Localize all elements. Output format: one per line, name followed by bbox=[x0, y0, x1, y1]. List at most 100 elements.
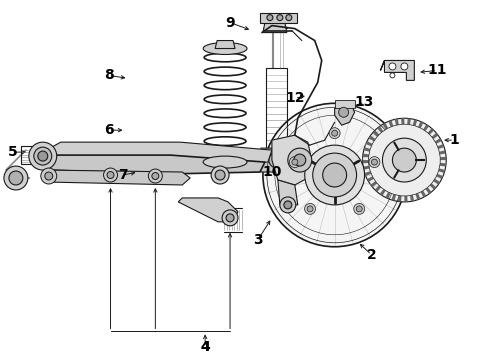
Wedge shape bbox=[440, 157, 446, 160]
Ellipse shape bbox=[203, 156, 247, 168]
Wedge shape bbox=[366, 141, 372, 147]
Circle shape bbox=[392, 148, 416, 172]
Circle shape bbox=[152, 172, 159, 180]
Wedge shape bbox=[394, 119, 399, 125]
Circle shape bbox=[363, 118, 446, 202]
Circle shape bbox=[323, 163, 346, 187]
Circle shape bbox=[371, 159, 377, 165]
Polygon shape bbox=[215, 41, 235, 49]
Wedge shape bbox=[439, 150, 446, 154]
Wedge shape bbox=[392, 194, 396, 201]
Circle shape bbox=[9, 171, 23, 185]
Polygon shape bbox=[263, 23, 287, 32]
Wedge shape bbox=[433, 179, 440, 185]
Wedge shape bbox=[425, 187, 432, 194]
Circle shape bbox=[211, 166, 229, 184]
Circle shape bbox=[294, 154, 306, 166]
Circle shape bbox=[389, 63, 396, 70]
Circle shape bbox=[307, 206, 313, 212]
Circle shape bbox=[292, 159, 298, 165]
Circle shape bbox=[356, 206, 362, 212]
Circle shape bbox=[215, 170, 225, 180]
Circle shape bbox=[107, 171, 114, 179]
Circle shape bbox=[41, 168, 57, 184]
Text: 5: 5 bbox=[8, 145, 18, 159]
Text: 4: 4 bbox=[200, 340, 210, 354]
Circle shape bbox=[329, 128, 340, 139]
Text: 7: 7 bbox=[118, 168, 127, 182]
Circle shape bbox=[4, 166, 28, 190]
Circle shape bbox=[313, 153, 357, 197]
Text: 4: 4 bbox=[200, 340, 210, 354]
Text: 3: 3 bbox=[253, 233, 263, 247]
Wedge shape bbox=[389, 120, 393, 127]
Wedge shape bbox=[363, 166, 369, 170]
Circle shape bbox=[222, 210, 238, 226]
Wedge shape bbox=[439, 168, 445, 173]
Circle shape bbox=[368, 124, 440, 196]
Polygon shape bbox=[257, 148, 297, 172]
Circle shape bbox=[369, 157, 380, 167]
Polygon shape bbox=[43, 142, 272, 164]
Polygon shape bbox=[260, 13, 297, 23]
Circle shape bbox=[354, 203, 365, 214]
Wedge shape bbox=[416, 193, 420, 200]
Text: 9: 9 bbox=[225, 15, 235, 30]
Polygon shape bbox=[46, 170, 190, 185]
Circle shape bbox=[339, 107, 348, 117]
Circle shape bbox=[267, 15, 273, 21]
Polygon shape bbox=[43, 155, 265, 174]
Wedge shape bbox=[377, 126, 383, 133]
Wedge shape bbox=[418, 121, 423, 128]
Polygon shape bbox=[278, 180, 298, 205]
Text: 2: 2 bbox=[367, 248, 376, 262]
Wedge shape bbox=[401, 118, 404, 124]
Circle shape bbox=[103, 168, 118, 182]
Circle shape bbox=[390, 73, 395, 78]
Text: 13: 13 bbox=[355, 95, 374, 109]
Circle shape bbox=[34, 147, 52, 165]
Wedge shape bbox=[410, 195, 414, 201]
Wedge shape bbox=[364, 147, 370, 152]
Text: 11: 11 bbox=[427, 63, 447, 77]
Text: 1: 1 bbox=[449, 133, 459, 147]
Circle shape bbox=[280, 197, 296, 213]
Polygon shape bbox=[380, 60, 415, 80]
Circle shape bbox=[226, 214, 234, 222]
Polygon shape bbox=[335, 105, 355, 125]
Wedge shape bbox=[383, 123, 388, 130]
Wedge shape bbox=[380, 189, 386, 196]
Circle shape bbox=[284, 201, 292, 209]
Wedge shape bbox=[435, 138, 441, 144]
Text: 12: 12 bbox=[285, 91, 305, 105]
Ellipse shape bbox=[203, 42, 247, 54]
Wedge shape bbox=[375, 185, 381, 192]
Text: 6: 6 bbox=[104, 123, 113, 137]
Wedge shape bbox=[428, 128, 434, 135]
Wedge shape bbox=[368, 135, 375, 141]
Wedge shape bbox=[370, 181, 377, 187]
Circle shape bbox=[305, 203, 316, 214]
Wedge shape bbox=[363, 160, 368, 163]
Wedge shape bbox=[363, 153, 369, 157]
Circle shape bbox=[29, 142, 57, 170]
Circle shape bbox=[277, 15, 283, 21]
Circle shape bbox=[148, 169, 162, 183]
Wedge shape bbox=[438, 144, 444, 149]
Circle shape bbox=[269, 152, 285, 168]
Circle shape bbox=[332, 130, 338, 136]
Wedge shape bbox=[407, 118, 411, 125]
Wedge shape bbox=[372, 130, 379, 137]
Text: 8: 8 bbox=[104, 68, 113, 82]
Wedge shape bbox=[386, 192, 391, 199]
Wedge shape bbox=[398, 195, 402, 202]
Circle shape bbox=[45, 172, 53, 180]
Circle shape bbox=[263, 103, 406, 247]
Wedge shape bbox=[423, 125, 429, 131]
Text: 10: 10 bbox=[262, 165, 282, 179]
Wedge shape bbox=[420, 191, 426, 197]
Polygon shape bbox=[272, 135, 312, 185]
Wedge shape bbox=[367, 176, 374, 182]
Polygon shape bbox=[335, 100, 355, 108]
Wedge shape bbox=[404, 196, 408, 202]
